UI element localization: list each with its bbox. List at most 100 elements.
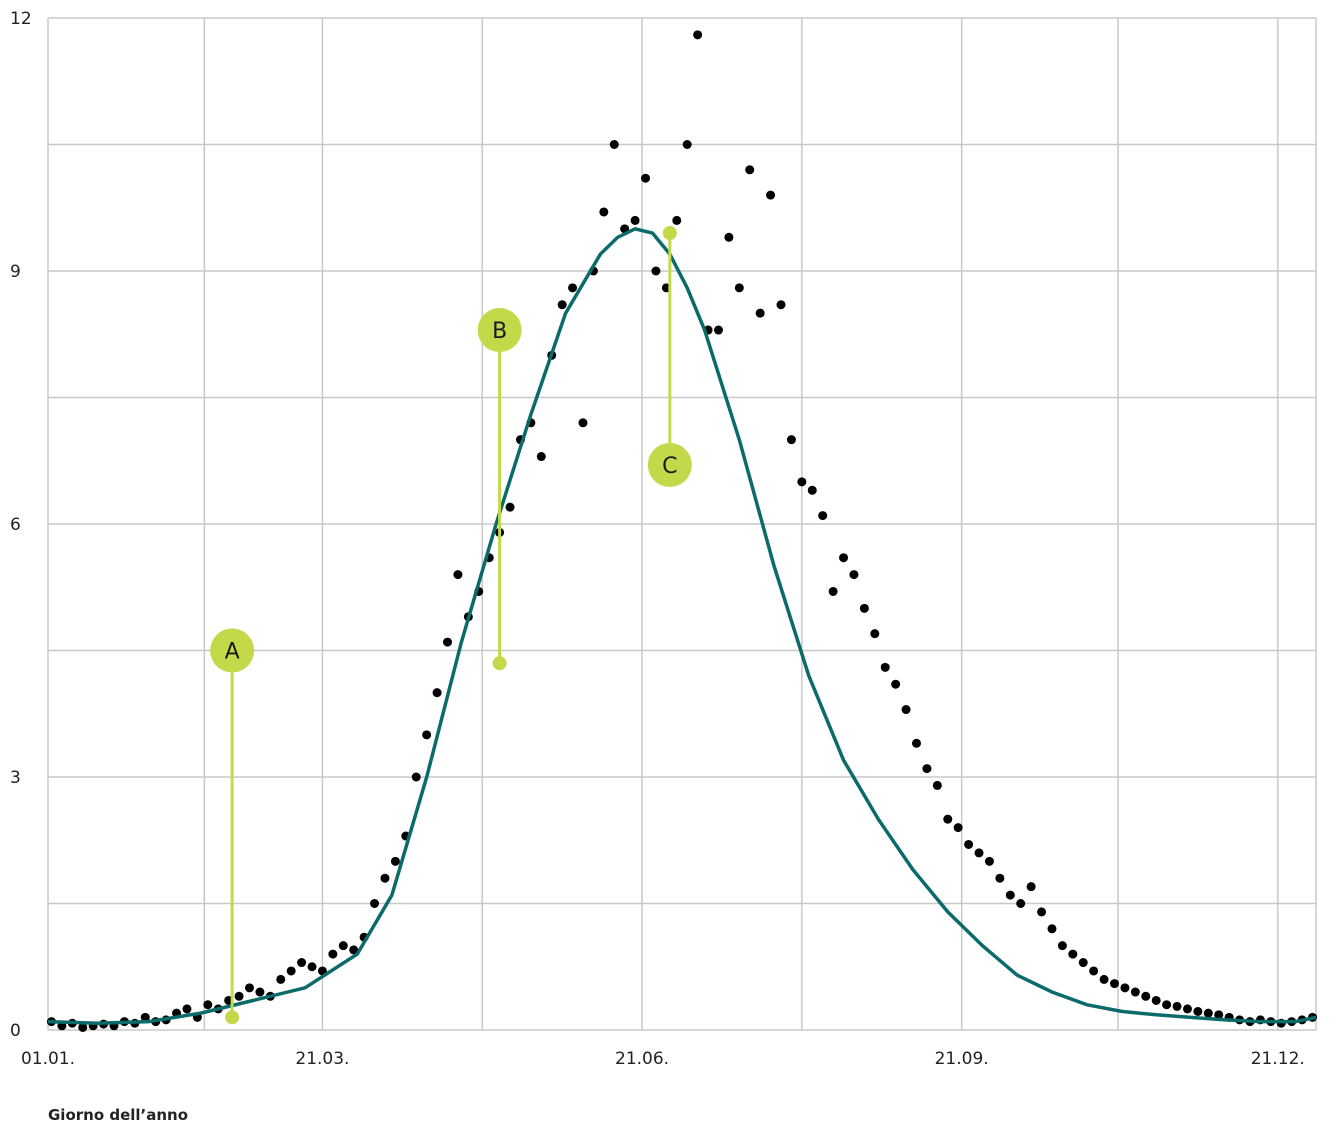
data-point <box>734 283 744 293</box>
y-tick-label: 0 <box>10 1021 21 1041</box>
data-point <box>390 856 400 866</box>
data-point <box>995 873 1005 883</box>
data-point <box>807 485 817 495</box>
annotation-point <box>662 226 677 241</box>
data-point <box>786 435 796 445</box>
data-point <box>370 899 380 908</box>
data-point <box>286 966 296 976</box>
annotation-label: C <box>662 454 677 479</box>
data-point <box>1151 995 1161 1005</box>
data-point <box>693 30 703 40</box>
data-point <box>797 477 807 487</box>
data-point <box>568 283 578 293</box>
data-point <box>203 1000 213 1010</box>
y-tick-label: 12 <box>10 9 32 29</box>
data-point <box>880 662 890 672</box>
data-point <box>641 173 651 183</box>
data-point <box>755 308 765 318</box>
data-point <box>1193 1006 1203 1016</box>
data-point <box>1130 987 1140 997</box>
data-point <box>234 991 244 1001</box>
data-point <box>536 452 546 462</box>
y-tick-label: 6 <box>10 515 21 535</box>
data-point <box>140 1012 150 1022</box>
data-point <box>328 949 338 959</box>
annotation-b: B <box>477 308 522 671</box>
data-point <box>911 738 921 748</box>
data-point <box>870 629 880 639</box>
y-tick-label: 9 <box>10 262 21 282</box>
data-point <box>1172 1001 1182 1011</box>
annotation-label: A <box>225 640 240 665</box>
data-point <box>672 215 682 225</box>
data-point <box>766 190 776 200</box>
data-point <box>828 586 838 596</box>
data-point <box>682 140 692 149</box>
data-point <box>78 1022 88 1032</box>
data-point <box>557 300 567 310</box>
data-point <box>1037 907 1047 917</box>
data-point <box>943 814 953 824</box>
data-point <box>922 764 932 774</box>
data-point <box>932 780 942 790</box>
x-axis-label: Giorno dell’anno <box>48 1106 188 1124</box>
data-point <box>818 511 828 521</box>
data-point <box>432 688 442 698</box>
data-point <box>891 679 901 689</box>
annotation-point <box>225 1010 240 1025</box>
data-point <box>1068 949 1078 959</box>
data-point <box>1005 890 1015 900</box>
data-point <box>505 502 515 512</box>
annotation-badge <box>477 308 522 353</box>
data-point <box>276 974 286 984</box>
data-point <box>1141 991 1151 1001</box>
data-point <box>182 1004 192 1014</box>
data-point <box>859 603 869 613</box>
data-point <box>713 325 723 335</box>
data-point <box>1016 899 1026 908</box>
data-point <box>1026 882 1036 892</box>
data-point <box>839 553 849 563</box>
data-point <box>1047 924 1057 934</box>
y-axis: 0 3 6 9 12 <box>10 9 32 1041</box>
x-tick-label: 21.12. <box>1251 1049 1305 1069</box>
grid <box>47 17 1317 1031</box>
data-point <box>724 232 734 242</box>
fitted-curve <box>47 226 1317 1026</box>
x-tick-label: 21.03. <box>295 1049 349 1069</box>
data-point <box>1182 1004 1192 1014</box>
data-point <box>338 941 348 951</box>
data-point <box>953 823 963 833</box>
data-point <box>411 772 421 782</box>
data-point <box>1120 983 1130 993</box>
data-point <box>1162 1000 1172 1010</box>
data-point <box>1203 1008 1213 1018</box>
data-point <box>380 873 390 883</box>
data-point <box>1214 1010 1224 1020</box>
data-point <box>964 839 974 849</box>
data-point <box>255 987 265 997</box>
data-point <box>1110 979 1120 989</box>
data-point <box>307 962 317 972</box>
scatter-series <box>46 30 1318 1032</box>
data-point <box>443 637 453 647</box>
data-point <box>297 958 307 968</box>
annotation-a: A <box>210 628 255 1025</box>
annotation-badge <box>647 442 692 487</box>
data-point <box>849 570 859 580</box>
data-point <box>578 418 588 428</box>
annotation-point <box>492 656 507 671</box>
x-tick-label: 21.06. <box>615 1049 669 1069</box>
data-point <box>1089 966 1099 976</box>
annotation-label: B <box>492 319 507 344</box>
data-point <box>745 165 755 175</box>
data-point <box>599 207 609 217</box>
data-point <box>1099 974 1109 984</box>
data-point <box>630 215 640 225</box>
data-point <box>1057 941 1067 951</box>
annotations: A B C <box>210 226 692 1025</box>
data-point <box>244 983 254 993</box>
annotation-c: C <box>647 226 692 487</box>
x-tick-label: 01.01. <box>21 1049 75 1069</box>
